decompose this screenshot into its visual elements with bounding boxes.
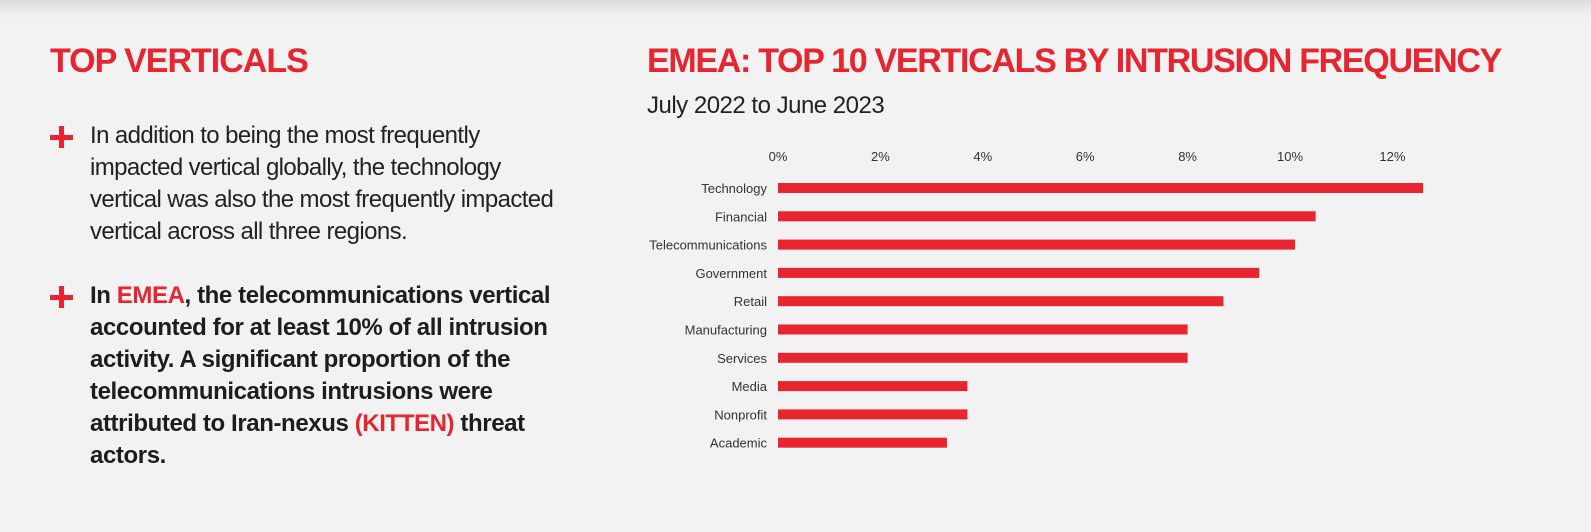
category-label: Retail: [734, 294, 767, 309]
emea-highlight: EMEA: [116, 282, 185, 309]
x-tick-label: 2%: [871, 149, 890, 164]
category-label: Nonprofit: [714, 407, 767, 422]
category-label: Media: [732, 379, 768, 394]
bar-services: [778, 352, 1188, 363]
category-label: Financial: [715, 209, 767, 224]
bar-technology: [778, 183, 1424, 193]
bar-financial: [778, 211, 1316, 222]
x-tick-label: 6%: [1076, 149, 1095, 164]
category-label: Manufacturing: [685, 323, 767, 338]
bar-retail: [778, 296, 1224, 307]
x-tick-label: 0%: [769, 149, 788, 164]
x-tick-label: 8%: [1178, 149, 1197, 164]
bar-nonprofit: [778, 409, 968, 420]
kitten-highlight: (KITTEN): [354, 410, 455, 437]
category-label: Government: [695, 266, 767, 281]
bullet-item-2: In EMEA, the telecommunications vertical…: [50, 280, 560, 472]
bar-manufacturing: [778, 324, 1188, 335]
bar-media: [778, 381, 968, 392]
chart-subtitle: July 2022 to June 2023: [647, 92, 885, 119]
bar-telecommunications: [778, 239, 1296, 250]
bullet-text-part: In: [90, 282, 117, 309]
bullet-text-1: In addition to being the most frequently…: [90, 122, 554, 245]
bar-academic: [778, 437, 947, 448]
category-label: Telecommunications: [649, 238, 767, 253]
x-tick-label: 10%: [1277, 149, 1303, 164]
bullet-item-1: In addition to being the most frequently…: [50, 120, 560, 248]
x-tick-label: 12%: [1379, 149, 1405, 164]
bullet-text-part: threat actors.: [90, 410, 525, 469]
bar-government: [778, 267, 1260, 278]
category-label: Academic: [710, 436, 768, 451]
category-label: Services: [717, 351, 767, 366]
chart-title: EMEA: TOP 10 VERTICALS BY INTRUSION FREQ…: [647, 42, 1502, 80]
plus-icon: [50, 286, 74, 310]
bullet-text-part: , the telecommunications vertical accoun…: [90, 282, 551, 437]
bullet-text-2: In EMEA, the telecommunications vertical…: [90, 280, 560, 472]
plus-icon: [50, 126, 74, 150]
x-tick-label: 4%: [973, 149, 992, 164]
category-label: Technology: [701, 181, 767, 196]
section-title: TOP VERTICALS: [50, 42, 309, 80]
